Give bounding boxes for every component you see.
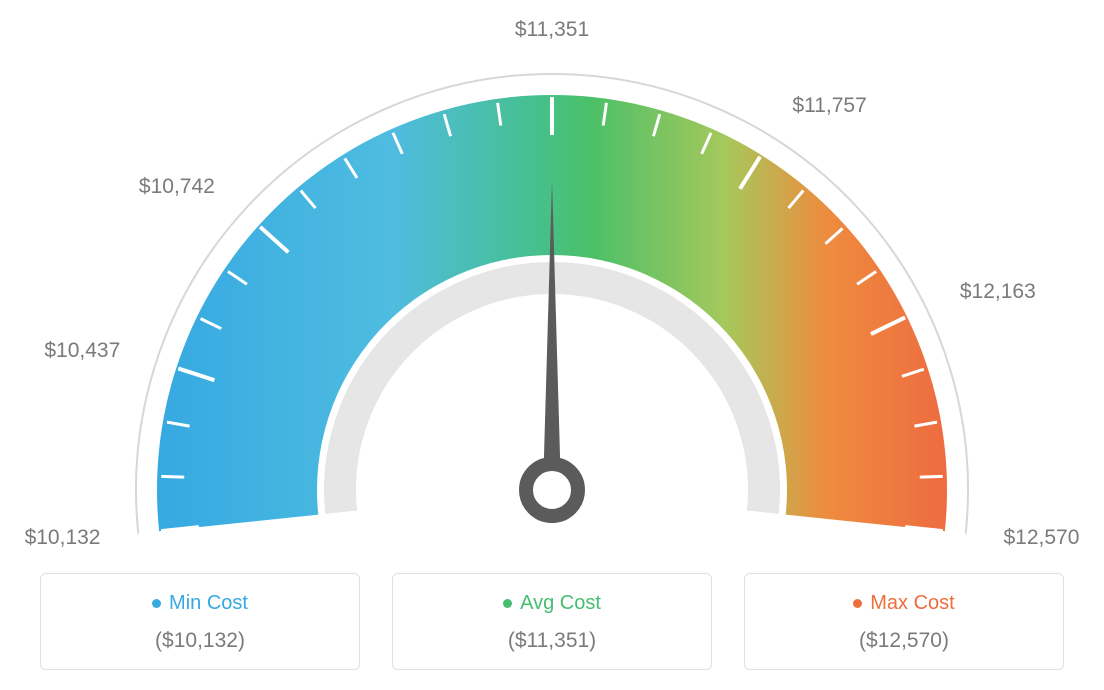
tick-label: $12,570 (1004, 526, 1080, 550)
gauge-svg (0, 0, 1104, 540)
legend-dot-icon (503, 599, 512, 608)
legend-dot-icon (853, 599, 862, 608)
legend-card: Max Cost ($12,570) (744, 573, 1064, 670)
tick-label: $10,132 (25, 526, 101, 550)
legend-value: ($11,351) (403, 629, 701, 653)
legend-title: Min Cost (152, 592, 248, 615)
tick-label: $10,742 (139, 175, 215, 199)
legend-row: Min Cost ($10,132) Avg Cost ($11,351) Max Co… (0, 573, 1104, 670)
legend-dot-icon (152, 599, 161, 608)
legend-title-text: Max Cost (870, 592, 954, 615)
gauge-area: $10,132$10,437$10,742$11,351$11,757$12,1… (0, 0, 1104, 540)
needle-hub (526, 464, 578, 516)
cost-gauge-widget: $10,132 $10,437 $10,742 $11,351 $11,757 $12,1… (0, 0, 1104, 690)
legend-card: Avg Cost ($11,351) (392, 573, 712, 670)
legend-card: Min Cost ($10,132) (40, 573, 360, 670)
tick-label: $11,757 (792, 94, 866, 118)
legend-title-text: Avg Cost (520, 592, 601, 615)
tick-label: $10,437 (44, 339, 120, 363)
legend-value: ($10,132) (51, 629, 349, 653)
minor-tick (920, 476, 943, 477)
legend-title: Max Cost (853, 592, 954, 615)
legend-title-text: Min Cost (169, 592, 248, 615)
legend-value: ($12,570) (755, 629, 1053, 653)
legend-title: Avg Cost (503, 592, 601, 615)
tick-label: $11,351 (502, 18, 602, 42)
tick-label: $12,163 (960, 280, 1036, 304)
minor-tick (161, 476, 184, 477)
